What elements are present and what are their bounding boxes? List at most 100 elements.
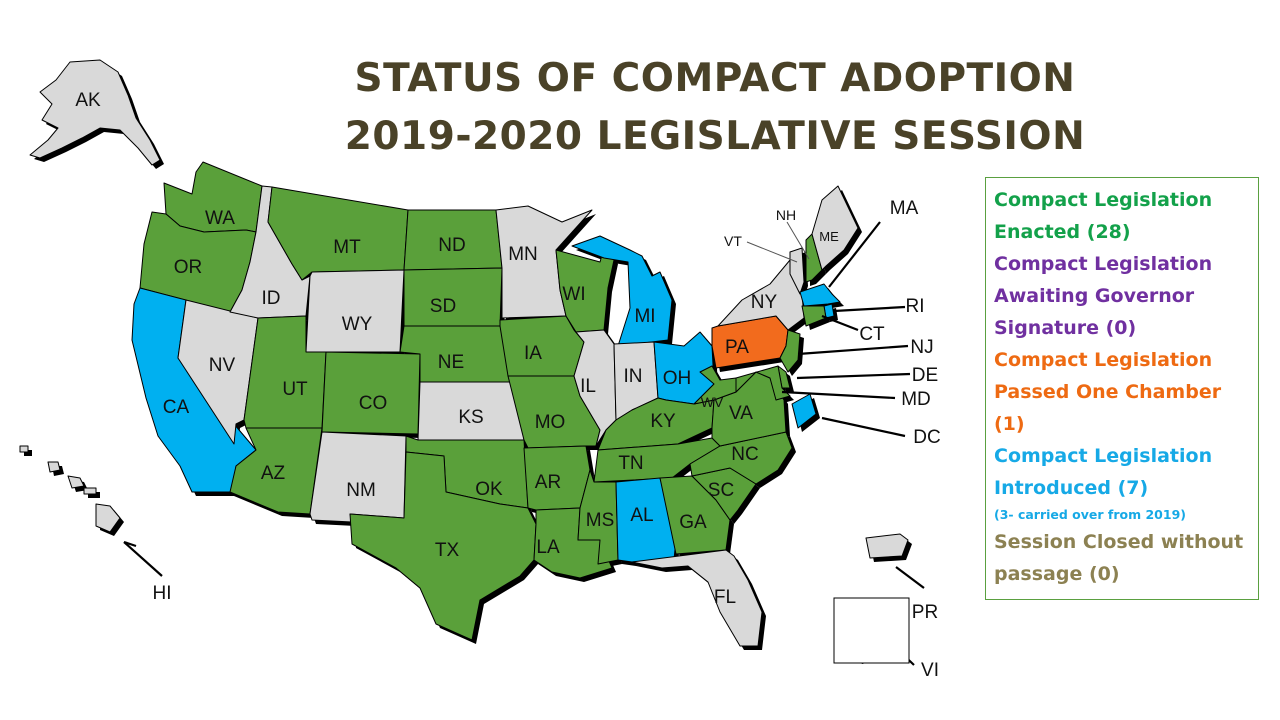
state-nm	[309, 431, 407, 523]
title-line-2: 2019-2020 LEGISLATIVE SESSION	[344, 114, 1086, 159]
label-pa: PA	[725, 337, 749, 358]
label-wv: WV	[701, 394, 724, 410]
ma-arrow	[828, 221, 881, 288]
label-ar: AR	[535, 472, 561, 493]
legend-passed-line-1: Compact Legislation	[994, 349, 1213, 371]
legend-closed-line-1: Session Closed without	[994, 531, 1244, 553]
legend-awaiting-line-3: Signature (0)	[994, 317, 1137, 339]
label-ak: AK	[75, 90, 101, 111]
label-va: VA	[729, 403, 753, 424]
legend-passed-one: Compact Legislation Passed One Chamber (…	[994, 344, 1250, 440]
label-fl: FL	[714, 587, 736, 608]
label-co: CO	[359, 393, 388, 414]
legend-awaiting: Compact Legislation Awaiting Governor Si…	[994, 248, 1250, 344]
state-me	[811, 185, 859, 271]
label-me: ME	[819, 229, 839, 244]
label-sc: SC	[708, 480, 734, 501]
legend-enacted-line-2: Enacted (28)	[994, 221, 1131, 243]
de-arrow	[796, 372, 911, 380]
label-id: ID	[262, 288, 281, 309]
label-wi: WI	[562, 284, 585, 305]
label-wa: WA	[205, 208, 235, 229]
label-ut: UT	[282, 379, 308, 400]
label-mo: MO	[535, 412, 566, 433]
state-wy	[305, 269, 405, 353]
state-nj	[779, 329, 801, 373]
ct-arrow	[821, 314, 859, 332]
label-nm: NM	[346, 480, 376, 501]
legend-introduced: Compact Legislation Introduced (7) (3- c…	[994, 440, 1250, 526]
label-nv: NV	[209, 355, 236, 376]
label-ks: KS	[458, 407, 483, 428]
label-mi: MI	[634, 306, 655, 327]
state-dc	[791, 393, 817, 429]
state-tx	[349, 451, 537, 641]
label-ms: MS	[586, 510, 615, 531]
label-az: AZ	[261, 463, 286, 484]
vt-leader	[746, 241, 798, 263]
label-ct: CT	[859, 324, 885, 345]
state-hi	[19, 445, 121, 533]
dc-arrow	[821, 416, 906, 438]
label-al: AL	[630, 505, 653, 526]
md-arrow	[781, 390, 896, 400]
label-il: IL	[580, 376, 596, 397]
label-mt: MT	[333, 237, 361, 258]
legend-passed-line-3: (1)	[994, 413, 1025, 435]
title-line-1: STATUS OF COMPACT ADOPTION	[354, 56, 1076, 101]
label-dc: DC	[913, 427, 940, 448]
state-ak	[29, 59, 161, 166]
label-ok: OK	[475, 479, 503, 500]
label-vt: VT	[724, 233, 742, 249]
legend-introduced-line-1: Compact Legislation	[994, 445, 1213, 467]
label-ne: NE	[438, 352, 464, 373]
state-md	[735, 365, 791, 401]
label-ca: CA	[163, 397, 190, 418]
label-tn: TN	[618, 453, 643, 474]
map-title: STATUS OF COMPACT ADOPTION 2019-2020 LEG…	[300, 50, 1130, 166]
label-nj: NJ	[910, 337, 933, 358]
hi-arrowhead	[123, 540, 137, 548]
label-or: OR	[174, 257, 203, 278]
label-nd: ND	[438, 235, 465, 256]
label-tx: TX	[435, 540, 460, 561]
state-ms	[577, 469, 619, 565]
legend-awaiting-line-2: Awaiting Governor	[994, 285, 1195, 307]
label-ia: IA	[524, 343, 542, 364]
legend-closed: Session Closed without passage (0)	[994, 526, 1250, 590]
legend-enacted: Compact Legislation Enacted (28)	[994, 184, 1250, 248]
legend-introduced-note: (3- carried over from 2019)	[994, 507, 1186, 522]
legend-passed-line-2: Passed One Chamber	[994, 381, 1222, 403]
label-oh: OH	[663, 368, 692, 389]
label-nc: NC	[731, 444, 758, 465]
state-fl	[631, 549, 763, 647]
label-mn: MN	[508, 244, 538, 265]
label-md: MD	[901, 389, 931, 410]
leader-lines	[123, 221, 925, 666]
label-ri: RI	[906, 296, 925, 317]
state-vt	[789, 247, 805, 295]
state-il	[573, 329, 617, 447]
label-la: LA	[536, 537, 560, 558]
nj-arrow	[797, 344, 909, 356]
label-vi: VI	[921, 660, 939, 681]
label-ny: NY	[751, 292, 778, 313]
label-de: DE	[912, 365, 938, 386]
label-ma: MA	[890, 198, 919, 219]
nh-leader	[786, 221, 810, 260]
label-sd: SD	[430, 296, 456, 317]
state-pr	[865, 533, 909, 559]
ri-arrow	[833, 305, 906, 313]
legend-awaiting-line-1: Compact Legislation	[994, 253, 1213, 275]
state-labels: AK WA OR CA NV ID MT WY UT AZ CO NM ND S…	[75, 90, 940, 681]
state-mi	[571, 235, 673, 347]
state-nh	[805, 233, 823, 283]
label-pr: PR	[912, 602, 938, 623]
label-ga: GA	[679, 512, 707, 533]
vi-inset-box	[833, 597, 910, 664]
hi-arrow	[123, 541, 163, 577]
legend-enacted-line-1: Compact Legislation	[994, 189, 1213, 211]
us-map: AK WA OR CA NV ID MT WY UT AZ CO NM ND S…	[19, 59, 941, 681]
legend-introduced-line-2: Introduced (7)	[994, 477, 1149, 499]
state-shadow-hi	[24, 450, 124, 536]
